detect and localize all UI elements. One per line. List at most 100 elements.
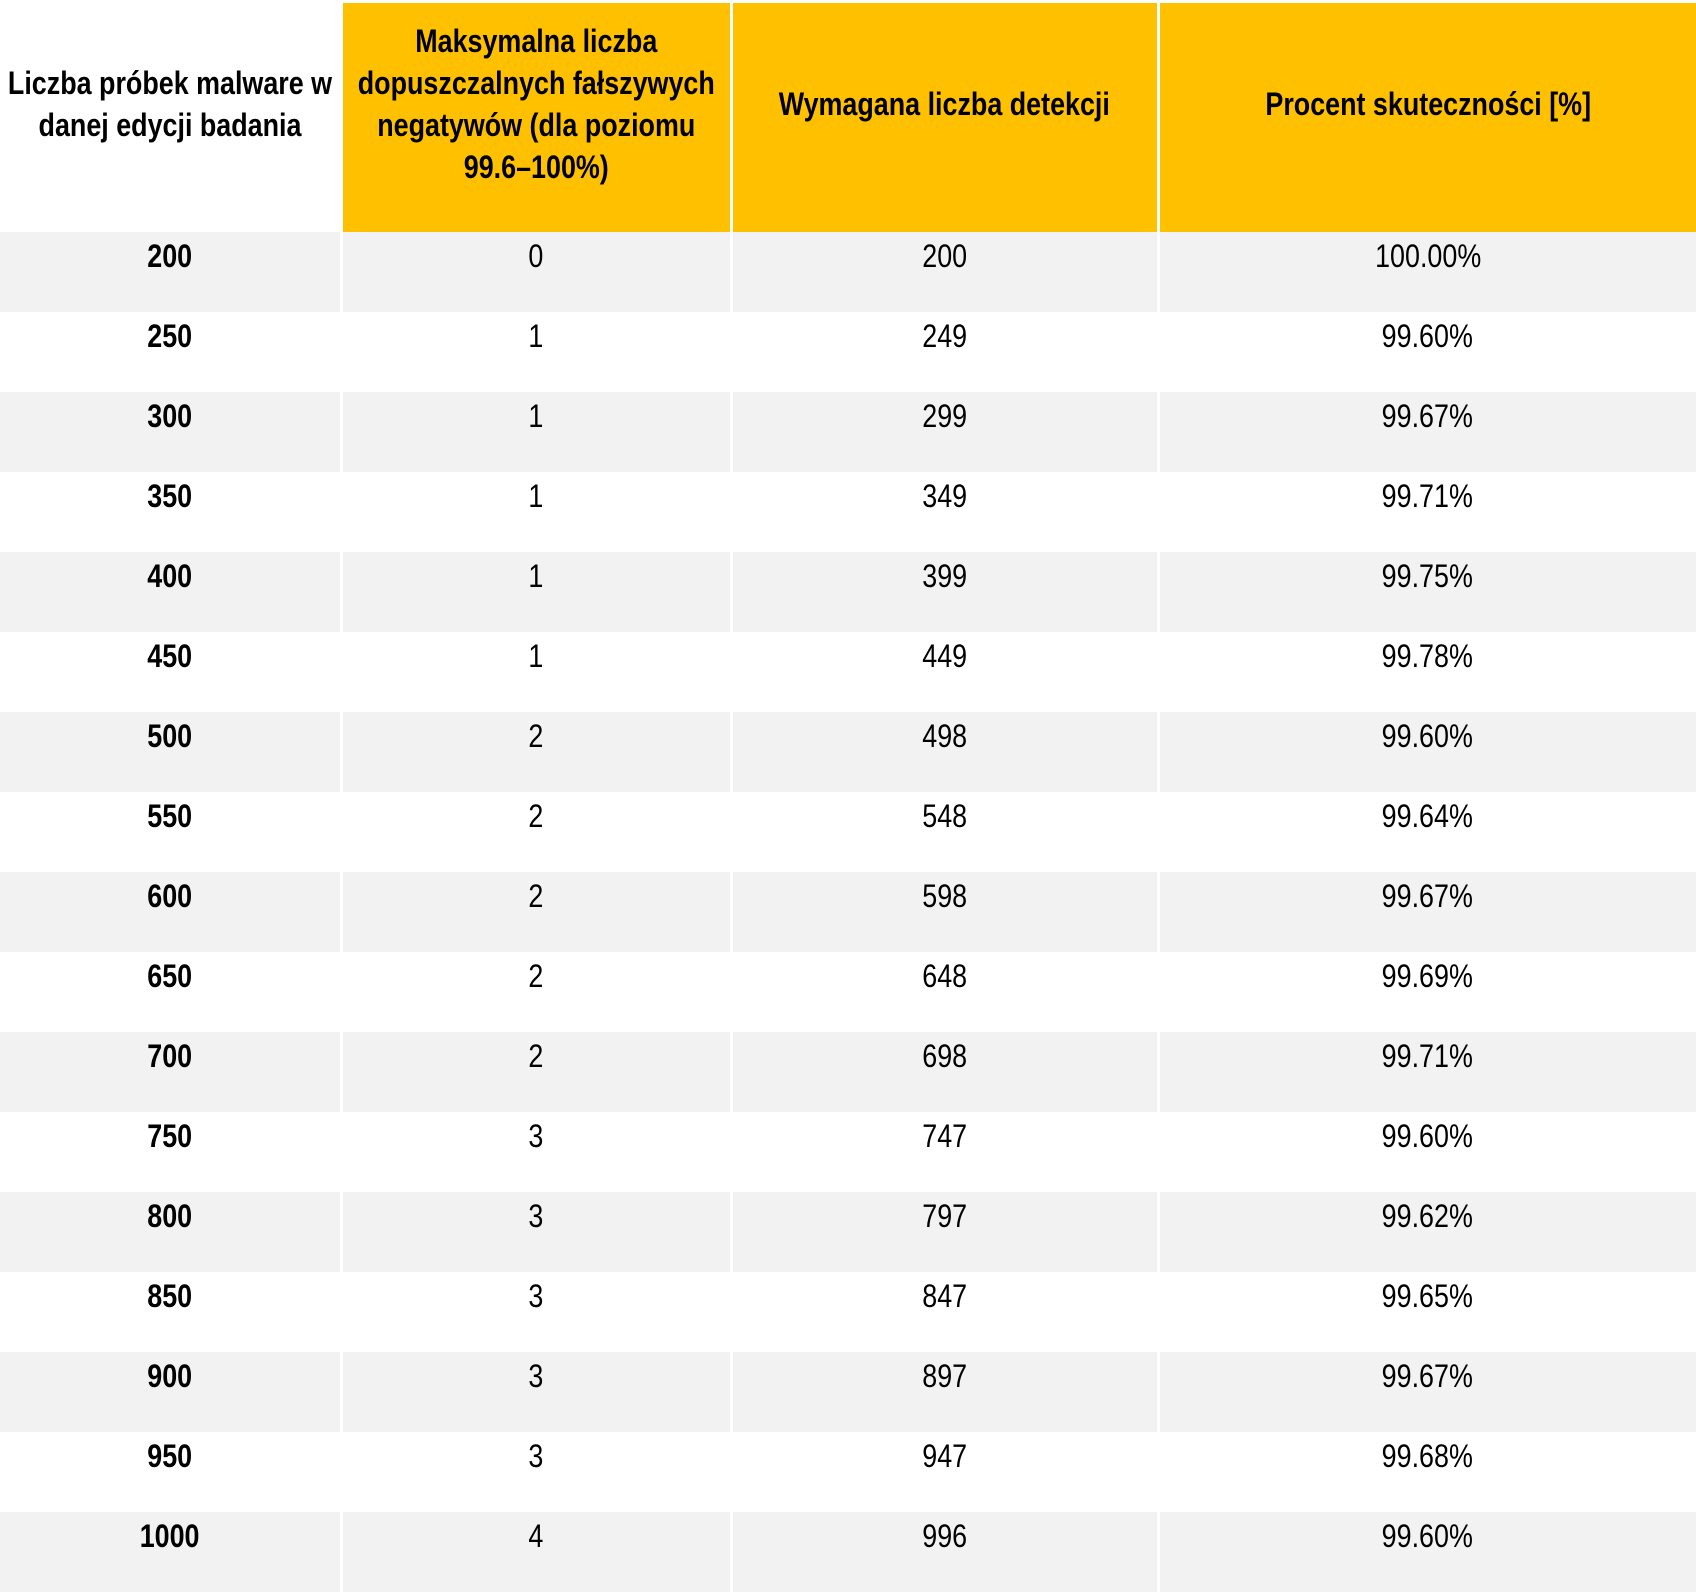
cell-value: 548 [922, 798, 967, 834]
cell-value: 4 [528, 1518, 544, 1554]
table-cell: 99.62% [1158, 1192, 1696, 1272]
table-cell: 3 [341, 1112, 733, 1192]
table-cell: 3 [341, 1192, 733, 1272]
cell-value: 500 [147, 718, 193, 754]
cell-value: 747 [922, 1118, 967, 1154]
cell-value: 399 [922, 558, 967, 594]
table-cell: 99.75% [1158, 552, 1696, 632]
cell-value: 99.71% [1382, 478, 1474, 514]
table-cell: 2 [341, 712, 733, 792]
column-header-required-detections: Wymagana liczba detekcji [731, 0, 1160, 232]
cell-value: 1 [528, 558, 544, 594]
table-cell: 349 [731, 472, 1160, 552]
table-cell: 2 [341, 792, 733, 872]
row-header-cell: 950 [0, 1432, 343, 1512]
column-header-label: Wymagana liczba detekcji [778, 85, 1111, 122]
table-cell: 897 [731, 1352, 1160, 1432]
table-cell: 1 [341, 312, 733, 392]
row-header-cell: 900 [0, 1352, 343, 1432]
cell-value: 99.68% [1382, 1438, 1474, 1474]
cell-value: 99.78% [1382, 638, 1474, 674]
table-cell: 598 [731, 872, 1160, 952]
cell-value: 648 [922, 958, 967, 994]
row-header-cell: 600 [0, 872, 343, 952]
cell-value: 2 [528, 798, 544, 834]
cell-value: 950 [147, 1438, 193, 1474]
cell-value: 2 [528, 1038, 544, 1074]
cell-value: 3 [528, 1358, 544, 1394]
cell-value: 650 [147, 958, 193, 994]
table-row: 800 3 797 99.62% [0, 1192, 1696, 1272]
table-cell: 548 [731, 792, 1160, 872]
cell-value: 99.67% [1382, 878, 1474, 914]
table-cell: 1 [341, 552, 733, 632]
table-cell: 847 [731, 1272, 1160, 1352]
cell-value: 1 [528, 318, 544, 354]
cell-value: 99.64% [1382, 798, 1474, 834]
table-cell: 99.78% [1158, 632, 1696, 712]
cell-value: 99.60% [1382, 1118, 1474, 1154]
cell-value: 797 [922, 1198, 967, 1234]
table-cell: 99.60% [1158, 712, 1696, 792]
cell-value: 1 [528, 638, 544, 674]
table-row: 950 3 947 99.68% [0, 1432, 1696, 1512]
cell-value: 99.75% [1382, 558, 1474, 594]
row-header-cell: 400 [0, 552, 343, 632]
table-cell: 99.69% [1158, 952, 1696, 1032]
table-cell: 100.00% [1158, 232, 1696, 312]
table-cell: 99.60% [1158, 312, 1696, 392]
table-cell: 99.64% [1158, 792, 1696, 872]
row-header-cell: 450 [0, 632, 343, 712]
row-header-cell: 650 [0, 952, 343, 1032]
cell-value: 847 [922, 1278, 967, 1314]
cell-value: 450 [147, 638, 193, 674]
table-row: 850 3 847 99.65% [0, 1272, 1696, 1352]
cell-value: 99.67% [1382, 398, 1474, 434]
table-cell: 99.71% [1158, 1032, 1696, 1112]
table-row: 250 1 249 99.60% [0, 312, 1696, 392]
cell-value: 750 [147, 1118, 193, 1154]
cell-value: 700 [147, 1038, 193, 1074]
cell-value: 299 [922, 398, 967, 434]
cell-value: 3 [528, 1118, 544, 1154]
table-cell: 2 [341, 872, 733, 952]
column-header-label: Maksymalna liczba dopuszczalnych fałszyw… [357, 22, 715, 185]
row-header-cell: 1000 [0, 1512, 343, 1592]
row-header-cell: 250 [0, 312, 343, 392]
table-row: 200 0 200 100.00% [0, 232, 1696, 312]
cell-value: 99.60% [1382, 318, 1474, 354]
table-cell: 399 [731, 552, 1160, 632]
cell-value: 400 [147, 558, 193, 594]
cell-value: 2 [528, 958, 544, 994]
cell-value: 99.60% [1382, 718, 1474, 754]
table-row: 500 2 498 99.60% [0, 712, 1696, 792]
cell-value: 698 [922, 1038, 967, 1074]
cell-value: 99.65% [1382, 1278, 1474, 1314]
cell-value: 947 [922, 1438, 967, 1474]
table-cell: 1 [341, 472, 733, 552]
cell-value: 3 [528, 1198, 544, 1234]
table-cell: 996 [731, 1512, 1160, 1592]
cell-value: 249 [922, 318, 967, 354]
table-row: 400 1 399 99.75% [0, 552, 1696, 632]
row-header-cell: 750 [0, 1112, 343, 1192]
table-cell: 99.71% [1158, 472, 1696, 552]
table-cell: 1 [341, 392, 733, 472]
cell-value: 996 [922, 1518, 967, 1554]
row-header-cell: 200 [0, 232, 343, 312]
table-row: 550 2 548 99.64% [0, 792, 1696, 872]
cell-value: 3 [528, 1438, 544, 1474]
cell-value: 200 [147, 238, 193, 274]
column-header-effectiveness-percent: Procent skuteczności [%] [1158, 0, 1696, 232]
cell-value: 2 [528, 718, 544, 754]
cell-value: 100.00% [1374, 238, 1481, 274]
header-row: Liczba próbek malware w danej edycji bad… [0, 0, 1696, 232]
table-cell: 648 [731, 952, 1160, 1032]
cell-value: 1000 [139, 1518, 200, 1554]
table-cell: 99.60% [1158, 1512, 1696, 1592]
table-row: 300 1 299 99.67% [0, 392, 1696, 472]
table-row: 600 2 598 99.67% [0, 872, 1696, 952]
row-header-cell: 500 [0, 712, 343, 792]
cell-value: 250 [147, 318, 193, 354]
